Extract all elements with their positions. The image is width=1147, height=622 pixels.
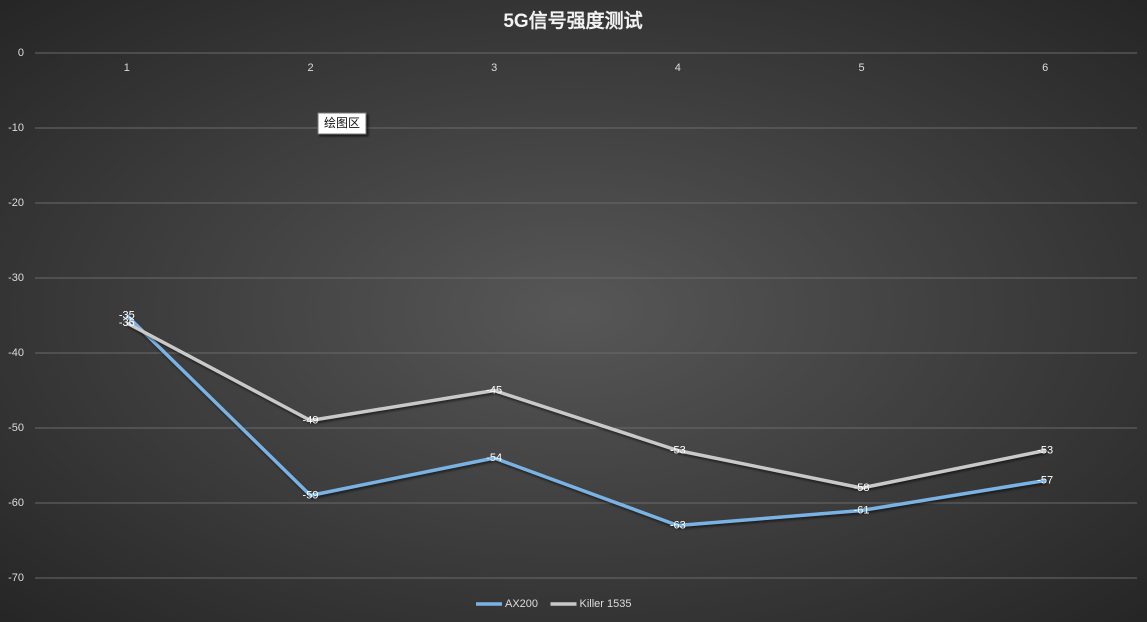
series-line (126, 321, 1046, 490)
legend-label: AX200 (505, 598, 538, 610)
data-label: -63 (670, 519, 686, 531)
data-label: -53 (670, 444, 686, 456)
data-label: -61 (854, 504, 870, 516)
x-tick-label: 5 (858, 62, 864, 74)
x-tick-label: 2 (307, 62, 313, 74)
data-label: -36 (119, 317, 135, 329)
x-tick-label: 4 (675, 62, 681, 74)
tooltip-text: 绘图区 (324, 115, 360, 130)
legend-label: Killer 1535 (580, 598, 632, 610)
y-tick-label: -40 (8, 347, 24, 359)
data-label: -57 (1037, 474, 1053, 486)
y-tick-label: -20 (8, 197, 24, 209)
y-tick-label: -10 (8, 122, 24, 134)
x-tick-label: 6 (1042, 62, 1048, 74)
data-label: -59 (303, 489, 319, 501)
chart-title: 5G信号强度测试 (503, 9, 642, 32)
data-label: -58 (854, 482, 870, 494)
y-tick-label: -50 (8, 422, 24, 434)
x-tick-label: 1 (124, 62, 130, 74)
data-label: -45 (486, 384, 502, 396)
y-tick-label: -70 (8, 572, 24, 584)
tooltip-box (317, 112, 367, 135)
x-tick-label: 3 (491, 62, 497, 74)
series-line (125, 314, 1046, 528)
data-label: -35 (119, 309, 135, 321)
tooltip: 绘图区 (317, 112, 367, 135)
data-label: -49 (303, 414, 319, 426)
data-label: -53 (1037, 444, 1053, 456)
data-label: -54 (486, 452, 502, 464)
y-tick-label: -30 (8, 272, 24, 284)
y-tick-label: 0 (18, 47, 24, 59)
y-tick-label: -60 (8, 497, 24, 509)
